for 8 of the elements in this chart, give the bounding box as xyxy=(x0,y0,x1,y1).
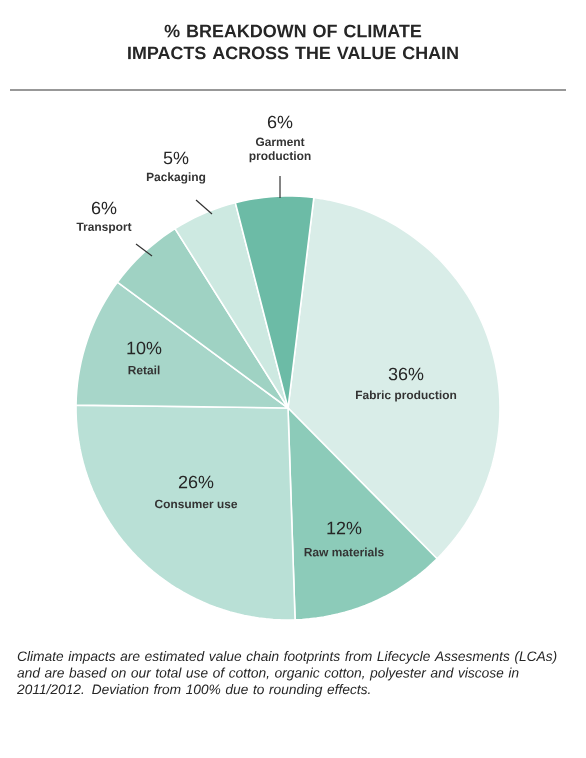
data-label: 6% xyxy=(91,201,117,215)
data-label: 26% xyxy=(178,475,214,489)
data-label: 5% xyxy=(163,151,189,165)
data-label: 10% xyxy=(127,341,162,355)
data-label: 36% xyxy=(388,367,424,381)
data-label: 6% xyxy=(267,115,293,129)
chart-title: % BREAKDOWN OF CLIMATE IMPACTS ACROSS THE VALUE CHAIN xyxy=(128,24,458,60)
data-label: 12% xyxy=(327,521,362,535)
